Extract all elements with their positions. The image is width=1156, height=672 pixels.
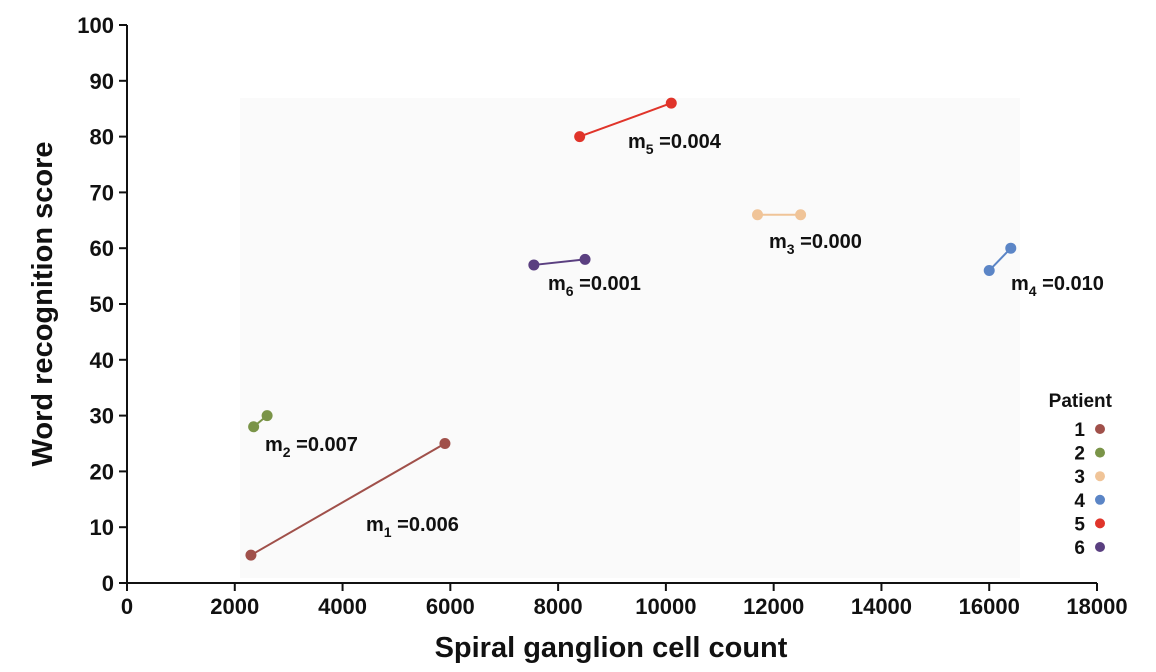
y-tick-label: 20 [90,459,114,484]
data-point [983,265,995,277]
data-point [752,209,763,221]
y-tick-label: 70 [90,180,114,205]
series-layer [245,97,1017,561]
x-tick-label: 12000 [743,594,804,619]
legend-swatch [1095,471,1105,482]
x-tick-label: 18000 [1066,594,1127,619]
legend-title: Patient [1049,391,1113,412]
y-tick-label: 90 [90,69,114,94]
legend-swatch [1095,424,1105,434]
series-patient-3 [752,209,807,221]
legend-label: 2 [1074,444,1085,465]
x-tick-label: 6000 [426,594,475,619]
y-tick-label: 100 [77,13,114,38]
y-axis-title: Word recognition score [27,142,59,467]
series-patient-5 [574,97,677,143]
series-patient-6 [528,253,591,271]
series-line [533,258,586,266]
x-axis-title: Spiral ganglion cell count [435,632,788,664]
x-tick-label: 14000 [851,594,912,619]
legend-swatch [1095,494,1105,505]
y-tick-label: 10 [90,515,114,540]
data-point [245,549,257,561]
annotation-layer: m1 =0.006 m2 =0.007 m3 =0.000 m4 =0.010 m5 =… [265,131,1104,540]
x-tick-label: 4000 [318,594,367,619]
series-patient-2 [248,410,273,433]
y-tick-label: 60 [90,236,114,261]
data-point [665,97,677,109]
data-point [439,438,451,449]
data-point [579,253,591,265]
data-point [574,131,586,143]
legend-label: 4 [1074,491,1085,512]
legend-label: 3 [1074,467,1085,488]
y-tick-label: 40 [90,348,114,373]
series-patient-4 [983,242,1017,277]
x-tick-label: 16000 [959,594,1020,619]
slope-label-2: m2 =0.007 [265,434,358,460]
data-point [528,259,540,271]
series-line [579,102,672,138]
x-tick-label: 8000 [534,594,583,619]
slope-label-5: m5 =0.004 [628,131,722,157]
slope-label-1: m1 =0.006 [366,514,459,540]
data-point [1005,242,1017,254]
series-line [250,442,446,556]
slope-label-4: m4 =0.010 [1011,273,1104,299]
legend-swatch [1095,542,1105,552]
legend-label: 6 [1074,538,1085,559]
axes: 0 10 20 30 40 50 60 70 80 90 100 0 2000 4000 6000 8000 1… [77,13,1127,619]
legend-swatch [1095,518,1105,529]
data-point [795,209,807,221]
legend: Patient 1 23 45 6 [1049,391,1113,559]
y-tick-label: 50 [90,292,114,317]
plot-background [240,98,1020,578]
y-tick-label: 80 [90,125,114,150]
x-tick-label: 2000 [210,594,259,619]
legend-swatch [1095,447,1105,458]
slope-label-6: m6 =0.001 [548,273,641,299]
legend-label: 1 [1074,420,1085,441]
slope-label-3: m3 =0.000 [769,231,862,257]
x-tick-label: 10000 [635,594,696,619]
data-point [248,421,260,433]
legend-label: 5 [1074,514,1085,535]
x-tick-label: 0 [121,594,133,619]
y-tick-label: 0 [102,571,114,596]
data-point [261,410,273,422]
y-tick-label: 30 [90,404,114,429]
series-patient-1 [245,438,451,561]
